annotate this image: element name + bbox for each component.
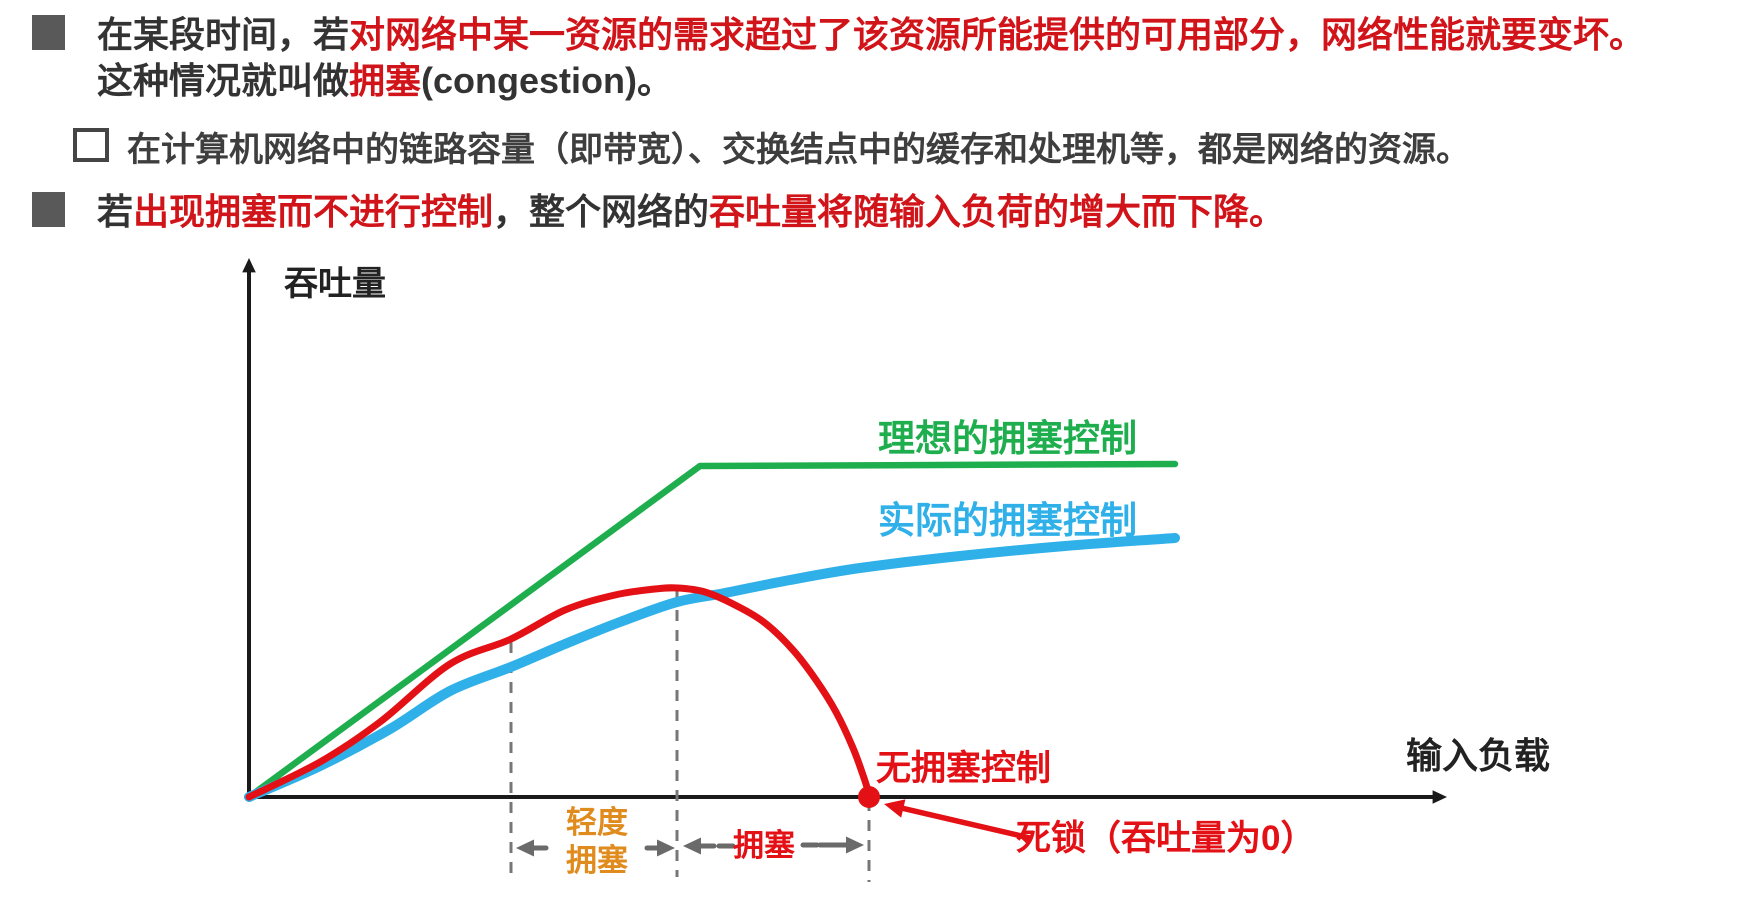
text-segment: 若: [97, 191, 134, 232]
y-axis-head: [242, 258, 256, 273]
deadlock-point: [858, 786, 880, 808]
region-label-congestion: 拥塞: [733, 828, 795, 863]
bullet1-line1: 在某段时间，若对网络中某一资源的需求超过了该资源所能提供的可用部分，网络性能就要…: [97, 12, 1645, 58]
text-segment: 拥塞: [349, 60, 422, 101]
text-segment: (congestion)。: [421, 60, 674, 101]
text-segment: 出现拥塞而不进行控制: [133, 191, 494, 232]
x-axis-label: 输入负载: [1406, 735, 1551, 776]
region-label-light-congestion-line2: 拥塞: [566, 843, 628, 878]
text-segment: 吞吐量将随输入负荷的增大而下降。: [709, 191, 1286, 232]
subbullet-text: 在计算机网络中的链路容量（即带宽）、交换结点中的缓存和处理机等，都是网络的资源。: [127, 131, 1470, 169]
region-arrow-4-head: [846, 836, 864, 854]
deadlock-annotation-arrow: [900, 805, 1033, 841]
region-arrow-3-head: [683, 837, 701, 855]
y-axis-label: 吞吐量: [284, 265, 386, 303]
series-label-ideal-congestion-control: 理想的拥塞控制: [878, 418, 1137, 459]
text-segment: ，整个网络的: [493, 191, 710, 232]
deadlock-annotation-label: 死锁（吞吐量为0）: [1016, 819, 1316, 858]
region-label-light-congestion-line1: 轻度: [566, 805, 628, 840]
series-label-no-congestion-control: 无拥塞控制: [876, 749, 1052, 788]
text-segment: 这种情况就叫做: [97, 60, 350, 101]
bullet2-line1: 若出现拥塞而不进行控制，整个网络的吞吐量将随输入负荷的增大而下降。: [97, 189, 1285, 235]
curve-no_control: [245, 584, 873, 801]
curve-practical: [244, 533, 1180, 802]
bullet1-square-icon: [32, 15, 65, 50]
bullet1-paragraph: 在某段时间，若对网络中某一资源的需求超过了该资源所能提供的可用部分，网络性能就要…: [97, 12, 1645, 104]
text-segment: 对网络中某一资源的需求超过了该资源所能提供的可用部分，网络性能就要变坏。: [349, 14, 1646, 55]
deadlock-annotation-arrow-head: [884, 799, 906, 818]
curve-ideal: [245, 460, 1179, 801]
bullet2-paragraph: 若出现拥塞而不进行控制，整个网络的吞吐量将随输入负荷的增大而下降。: [97, 189, 1285, 235]
series-label-practical-congestion-control: 实际的拥塞控制: [878, 500, 1137, 541]
text-segment: 在某段时间，若: [97, 14, 350, 55]
bullet2-square-icon: [32, 192, 65, 227]
bullet1-line2: 这种情况就叫做拥塞(congestion)。: [97, 58, 1645, 104]
region-arrow-2-head: [657, 839, 675, 857]
x-axis-head: [1432, 790, 1447, 804]
region-arrow-1-head: [516, 839, 534, 857]
region-label-light-congestion: 轻度 拥塞: [549, 804, 645, 880]
subbullet-square-icon: [73, 128, 109, 162]
